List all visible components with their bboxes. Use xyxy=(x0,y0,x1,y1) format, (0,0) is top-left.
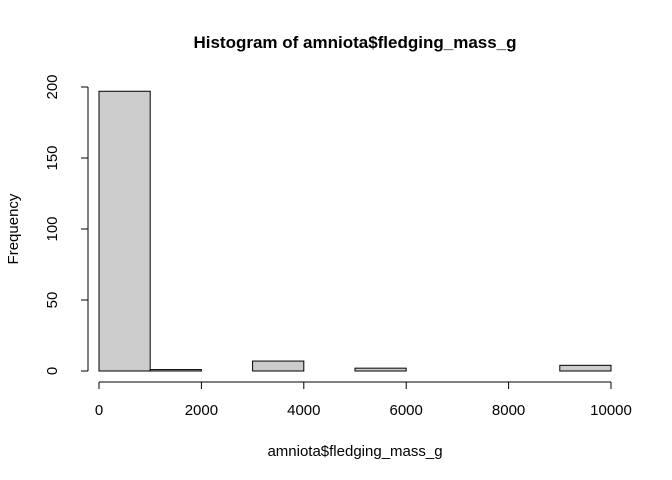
x-tick-label: 8000 xyxy=(492,402,525,419)
x-tick-label: 2000 xyxy=(185,402,218,419)
x-tick-label: 10000 xyxy=(590,402,632,419)
y-tick-label: 0 xyxy=(44,367,61,375)
x-tick-label: 6000 xyxy=(390,402,423,419)
x-tick-label: 0 xyxy=(95,402,103,419)
y-axis-label: Frequency xyxy=(5,193,22,264)
y-axis: 0 50 100 150 200 xyxy=(44,74,89,375)
x-tick-label: 4000 xyxy=(287,402,320,419)
histogram-bar-3 xyxy=(252,360,305,372)
histogram-bar-9 xyxy=(559,364,612,372)
histogram-bar-1 xyxy=(149,369,202,372)
histogram-bar-0 xyxy=(98,90,151,372)
y-tick-label: 100 xyxy=(44,216,61,241)
chart-title: Histogram of amniota$fledging_mass_g xyxy=(193,33,516,52)
x-axis-label: amniota$fledging_mass_g xyxy=(267,443,442,460)
y-tick-label: 50 xyxy=(44,292,61,309)
y-tick-label: 200 xyxy=(44,74,61,99)
y-tick-label: 150 xyxy=(44,145,61,170)
x-axis: 0 2000 4000 6000 8000 10000 xyxy=(95,381,632,419)
bars-group xyxy=(98,90,612,372)
histogram-bar-5 xyxy=(354,367,407,372)
